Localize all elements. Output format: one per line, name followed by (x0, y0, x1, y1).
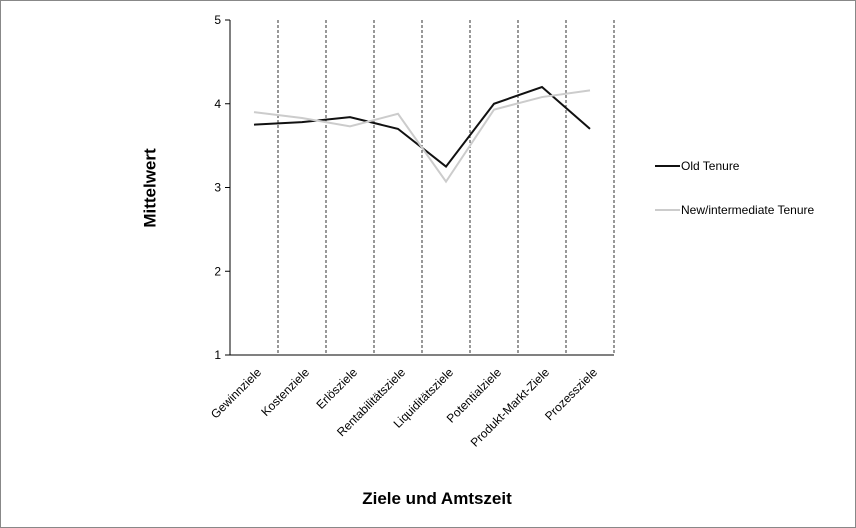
y-tick-label: 5 (214, 13, 221, 27)
legend-label: Old Tenure (681, 159, 740, 173)
y-tick-label: 1 (214, 348, 221, 362)
y-tick-label: 2 (214, 264, 221, 278)
y-tick-label: 3 (214, 181, 221, 195)
y-axis-title: Mittelwert (140, 148, 159, 228)
y-tick-label: 4 (214, 97, 221, 111)
x-axis-title: Ziele und Amtszeit (362, 489, 512, 508)
series-line (253, 89, 591, 184)
legend-label: New/intermediate Tenure (681, 203, 815, 217)
